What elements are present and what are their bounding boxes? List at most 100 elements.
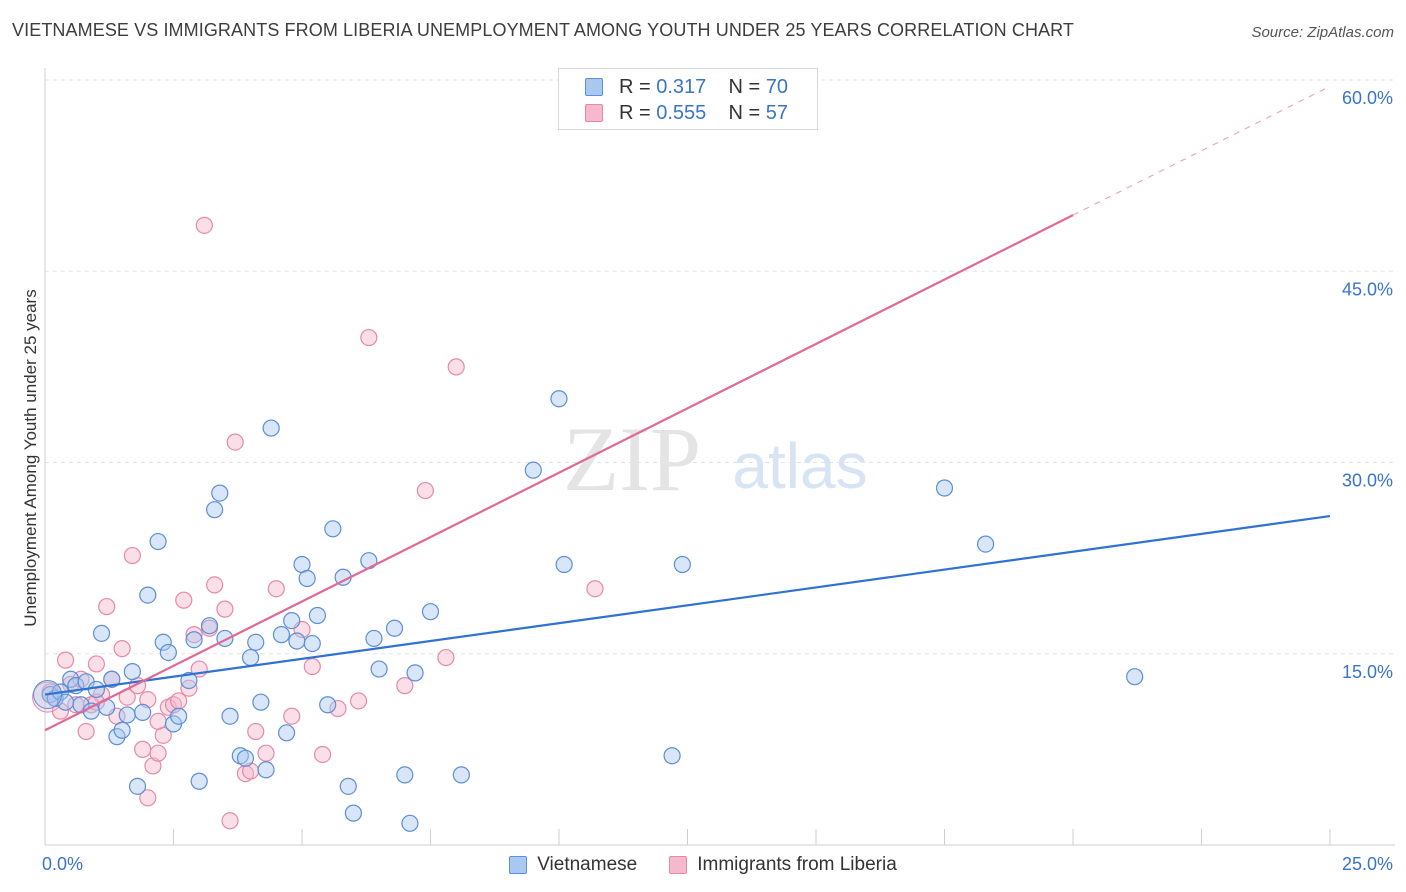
- vietnamese-point-28: [200, 617, 219, 635]
- vietnamese-point-21: [154, 633, 172, 651]
- vietnamese-point-39: [262, 419, 280, 437]
- liberia-point-28: [185, 626, 203, 644]
- vietnamese-point-60: [401, 814, 419, 832]
- legend-r-label: R =: [619, 102, 651, 124]
- vietnamese-point-15: [118, 706, 136, 724]
- liberia-point-34: [221, 812, 239, 830]
- vietnamese-point-30: [211, 484, 229, 502]
- liberia-point-33: [216, 600, 234, 618]
- y-axis-label: Unemployment Among Youth under 25 years: [21, 289, 40, 626]
- vietnamese-point-35: [242, 648, 260, 667]
- vietnamese-point-66: [673, 555, 691, 574]
- legend-n-value: 70: [765, 76, 789, 98]
- vietnamese-point-61: [452, 766, 470, 784]
- vietnamese-point-47: [308, 606, 327, 625]
- liberia-point-39: [257, 744, 275, 762]
- liberia-point-49: [416, 481, 434, 500]
- watermark-zip: ZIP: [563, 408, 701, 510]
- legend-r-value: 0.317: [656, 76, 707, 98]
- liberia-point-55: [149, 712, 167, 730]
- vietnamese-point-63: [550, 390, 568, 408]
- liberia-point-18: [134, 740, 152, 758]
- vietnamese-point-17: [128, 777, 147, 795]
- tick-labels: 15.0% 30.0% 45.0% 60.0% 0.0% 25.0%: [42, 88, 1393, 874]
- vietnamese-point-10: [92, 624, 111, 642]
- watermark-atlas: atlas: [732, 430, 867, 502]
- vietnamese-point-56: [385, 619, 404, 637]
- vietnamese-point-27: [190, 772, 208, 790]
- vietnamese-point-54: [365, 629, 383, 648]
- y-tick-label-1: 30.0%: [1342, 471, 1393, 491]
- liberia-point-47: [360, 328, 378, 347]
- legend-label-vietnamese: Vietnamese: [537, 854, 638, 875]
- vietnamese-point-68: [977, 535, 995, 553]
- gridlines: [45, 79, 1395, 655]
- y-tick-label-2: 45.0%: [1342, 279, 1393, 299]
- liberia-point-46: [349, 692, 368, 710]
- vietnamese-point-22: [159, 643, 177, 662]
- legend-item-vietnamese: Vietnamese: [509, 854, 637, 876]
- vietnamese-point-19: [139, 586, 157, 604]
- vietnamese-point-9: [87, 680, 106, 699]
- vietnamese-point-32: [221, 707, 239, 725]
- vietnamese-point-43: [288, 632, 306, 650]
- trend-lines: [44, 85, 1331, 732]
- vietnamese-point-42: [283, 611, 301, 630]
- liberia-point-41: [283, 707, 301, 725]
- liberia-point-38: [247, 722, 265, 741]
- vietnamese-point-67: [935, 479, 954, 497]
- liberia-point-16: [123, 546, 141, 565]
- vietnamese-point-12: [103, 670, 121, 688]
- legend-swatch-pink: [585, 104, 603, 122]
- vietnamese-point-52: [344, 804, 362, 822]
- liberia-point-52: [586, 580, 604, 598]
- vietnamese-point-25: [180, 671, 198, 690]
- legend-label-liberia: Immigrants from Liberia: [697, 854, 897, 875]
- vietnamese-point-36: [247, 633, 265, 651]
- liberia-point-50: [437, 648, 455, 667]
- liberia-point-51: [447, 358, 465, 376]
- vietnamese-point-34: [236, 749, 255, 767]
- vietnamese-point-69: [1126, 668, 1144, 686]
- legend-swatch-blue: [585, 78, 603, 96]
- liberia-point-14: [113, 640, 131, 658]
- vietnamese-point-58: [406, 664, 424, 682]
- legend-swatch-blue: [509, 856, 528, 874]
- vietnamese-point-24: [170, 707, 188, 725]
- vietnamese-point-64: [555, 555, 573, 574]
- vietnamese-point-48: [319, 696, 337, 714]
- liberia-point-21: [149, 744, 167, 762]
- liberia-point-20: [144, 757, 162, 775]
- legend-item-liberia: Immigrants from Liberia: [669, 854, 897, 876]
- vietnamese-point-62: [524, 461, 542, 479]
- vietnamese-point-51: [339, 777, 357, 795]
- axes: [44, 68, 1395, 846]
- liberia-point-44: [313, 745, 332, 764]
- vietnamese-point-57: [396, 766, 414, 784]
- vietnamese-point-46: [303, 634, 321, 653]
- watermark: ZIP atlas: [563, 408, 868, 510]
- vietnamese-point-26: [185, 631, 203, 649]
- source-label: Source: ZipAtlas.com: [1251, 24, 1394, 41]
- vietnamese-point-41: [277, 724, 296, 742]
- vietnamese-point-14: [113, 721, 131, 739]
- y-tick-label-3: 60.0%: [1342, 88, 1393, 108]
- legend-r-value: 0.555: [656, 102, 707, 124]
- vietnamese-point-16: [123, 662, 141, 681]
- liberia-point-3: [56, 651, 75, 669]
- liberia-trend-extension: [1072, 85, 1331, 216]
- vietnamese-point-55: [370, 660, 388, 678]
- liberia-point-43: [303, 657, 321, 676]
- liberia-point-30: [195, 216, 213, 234]
- liberia-point-25: [170, 692, 188, 710]
- liberia-point-40: [267, 580, 285, 598]
- series-vietnamese-points: [33, 390, 1144, 832]
- liberia-point-26: [175, 591, 193, 609]
- liberia-point-19: [139, 789, 157, 807]
- legend-n-value: 57: [765, 102, 789, 124]
- vietnamese-point-45: [298, 569, 316, 588]
- liberia-point-32: [206, 576, 224, 594]
- vietnamese-point-8: [82, 702, 100, 720]
- vietnamese-point-38: [257, 761, 275, 779]
